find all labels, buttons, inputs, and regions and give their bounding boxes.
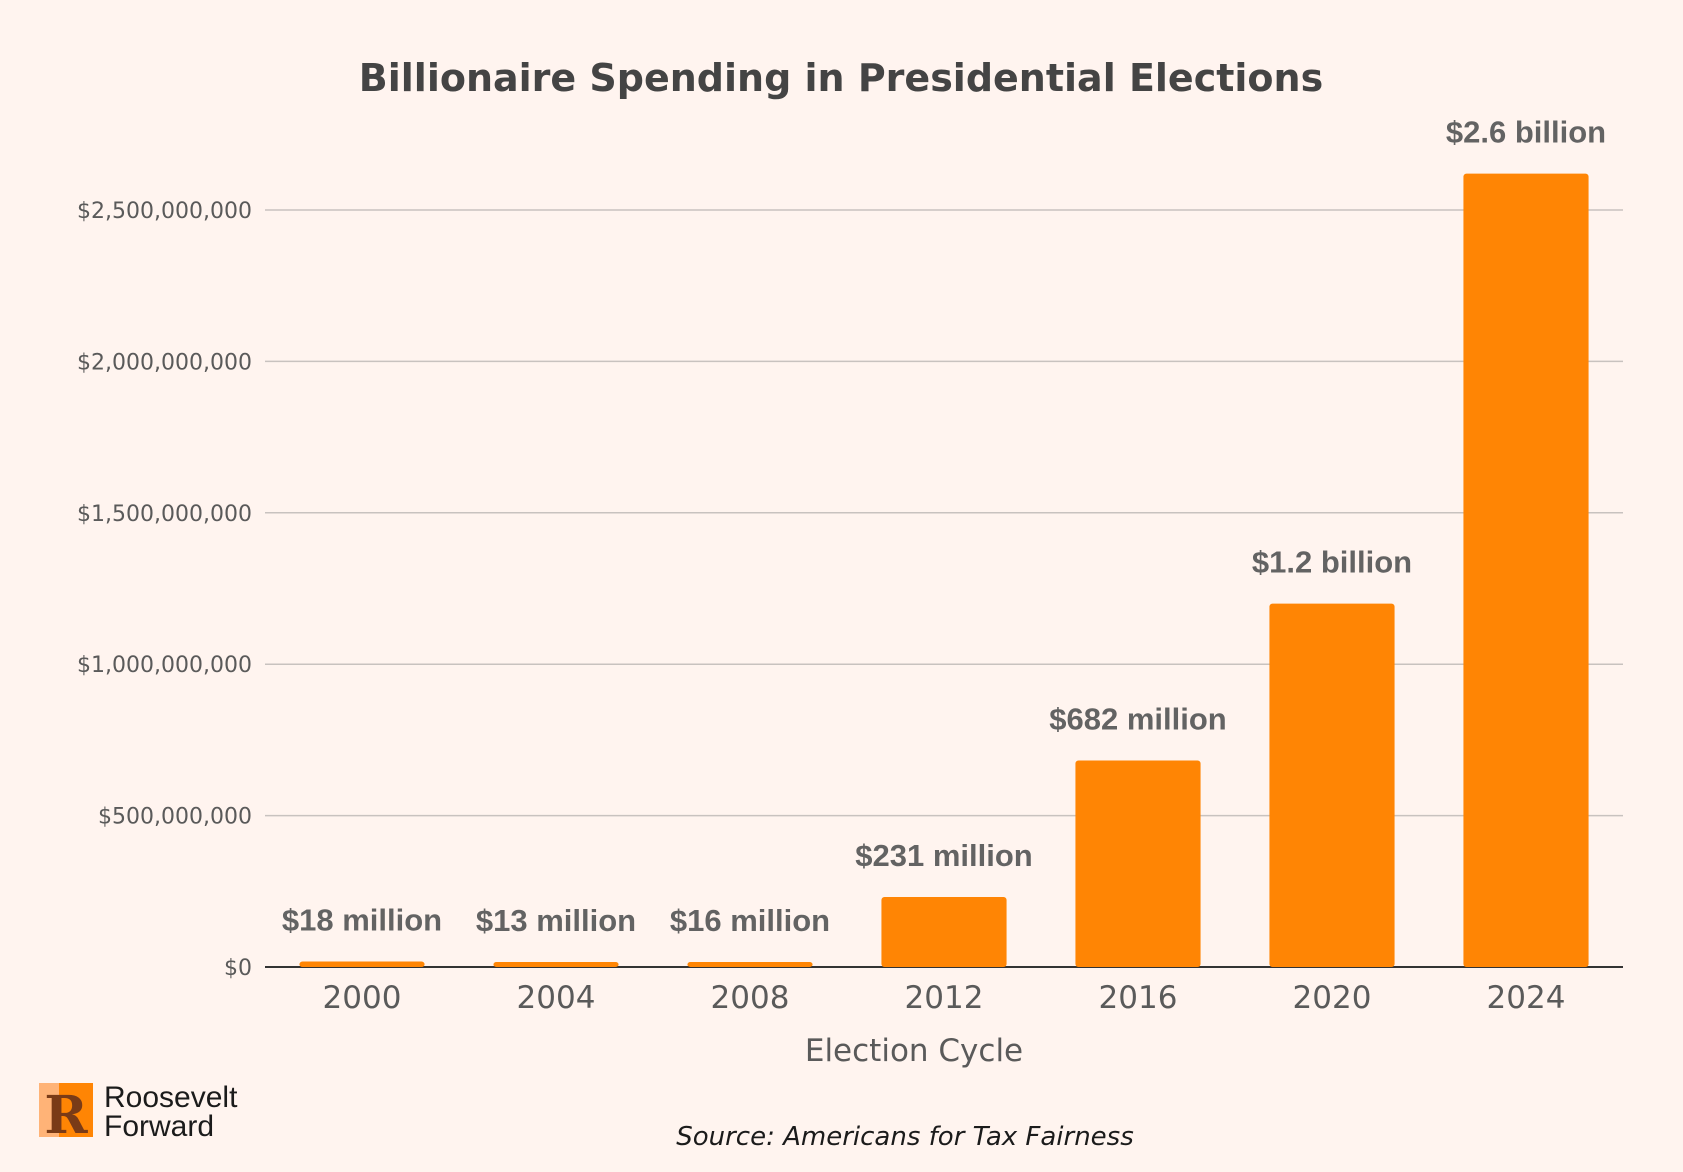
bar-2004 (493, 962, 619, 967)
y-tick-label: $1,000,000,000 (77, 653, 252, 678)
x-tick-label: 2000 (323, 980, 402, 1016)
x-tick-label: 2008 (711, 980, 790, 1016)
logo-line-1: Roosevelt (104, 1081, 238, 1114)
x-tick-label: 2020 (1293, 980, 1372, 1016)
data-label-2012: $231 million (855, 838, 1032, 873)
bar-2020 (1269, 603, 1395, 967)
logo-line-2: Forward (104, 1110, 214, 1143)
bar-2000 (299, 961, 425, 967)
bars (299, 173, 1589, 967)
data-label-2000: $18 million (282, 903, 442, 938)
x-tick-label: 2016 (1099, 980, 1178, 1016)
x-axis-label: Election Cycle (805, 1033, 1023, 1069)
data-label-2004: $13 million (476, 903, 636, 938)
data-labels: $18 million $13 million $16 million $231 mi… (282, 115, 1606, 938)
bar-2016 (1075, 760, 1201, 967)
data-label-2024: $2.6 billion (1446, 115, 1606, 150)
bar-2024 (1463, 173, 1589, 967)
logo-letter: R (44, 1085, 88, 1146)
data-label-2008: $16 million (670, 903, 830, 938)
y-tick-label: $2,500,000,000 (77, 199, 252, 224)
x-tick-label: 2012 (905, 980, 984, 1016)
data-label-2020: $1.2 billion (1252, 545, 1412, 580)
y-tick-label: $0 (224, 956, 252, 981)
logo: R Roosevelt Forward (39, 1081, 238, 1146)
chart-title: Billionaire Spending in Presidential Ele… (359, 56, 1323, 100)
logo-mark-accent (39, 1083, 59, 1137)
bar-2008 (687, 962, 813, 967)
data-label-2016: $682 million (1049, 701, 1226, 736)
x-tick-label: 2004 (517, 980, 596, 1016)
source-note: Source: Americans for Tax Fairness (676, 1122, 1134, 1152)
y-axis: $0 $500,000,000 $1,000,000,000 $1,500,000,0… (77, 199, 252, 981)
bar-2012 (881, 897, 1007, 967)
y-tick-label: $1,500,000,000 (77, 502, 252, 527)
x-axis: 2000 2004 2008 2012 2016 2020 2024 (323, 980, 1566, 1016)
x-tick-label: 2024 (1487, 980, 1566, 1016)
y-tick-label: $500,000,000 (98, 805, 252, 830)
y-tick-label: $2,000,000,000 (77, 350, 252, 375)
